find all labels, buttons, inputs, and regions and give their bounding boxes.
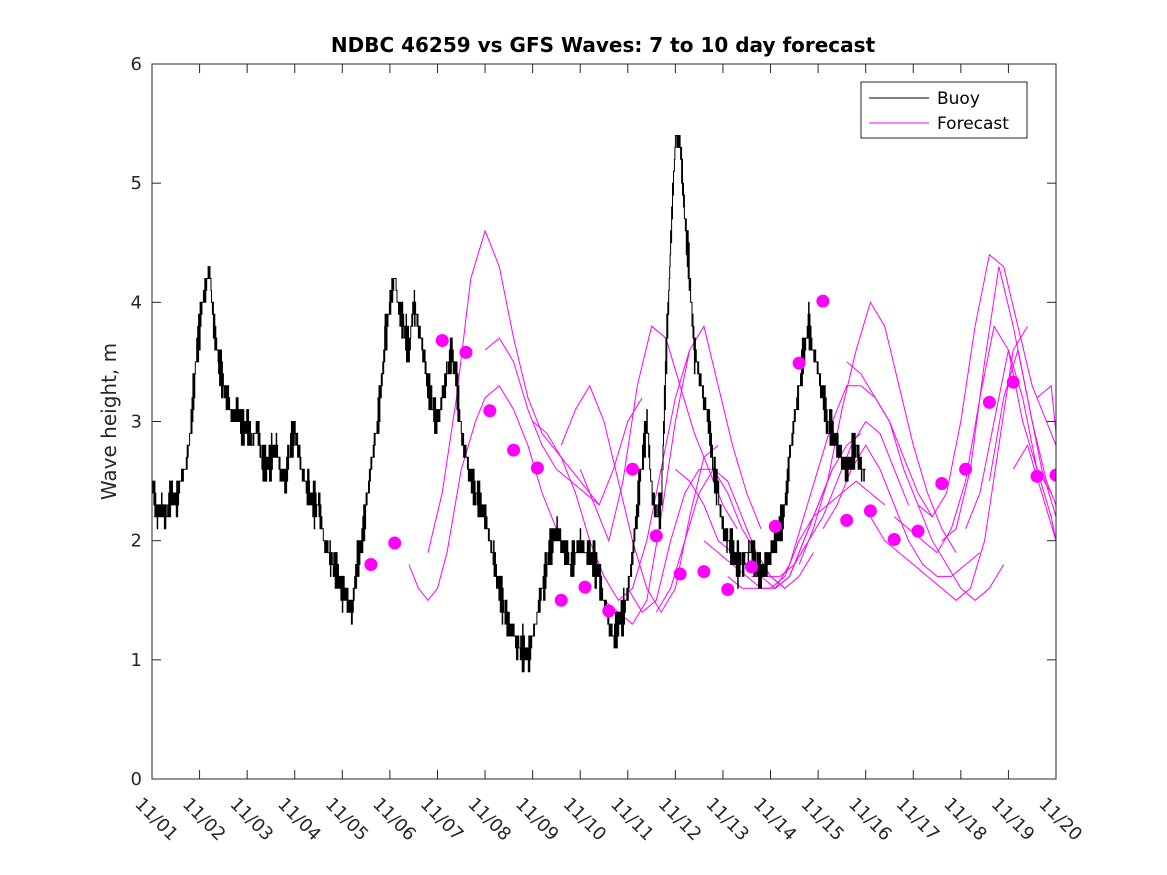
forecast-point [649,529,663,543]
forecast-point [483,404,497,418]
y-tick-label: 2 [131,531,142,552]
legend-box [860,81,1028,139]
forecast-line-25 [1036,384,1056,434]
forecast-point [816,294,830,308]
forecast-line-22 [965,349,1056,541]
forecast-line-3 [484,337,643,506]
y-tick-label: 4 [131,292,142,313]
forecast-point [1049,468,1056,482]
forecast-point [435,334,449,347]
forecast-point [697,565,711,579]
legend-label-buoy: Buoy [937,89,980,109]
forecast-line-13 [751,420,909,577]
forecast-line-5 [560,384,719,614]
y-axis-label: Wave height, m [97,343,121,500]
y-tick-label: 3 [131,412,142,433]
forecast-point [554,593,568,607]
forecast-point [982,395,996,409]
forecast-point [602,604,616,618]
forecast-point [459,345,473,359]
forecast-line-1 [408,385,557,602]
forecast-line-9 [655,468,814,613]
y-tick-label: 0 [131,769,142,790]
forecast-line-2 [427,229,600,553]
forecast-point [792,356,806,370]
forecast-point [530,461,544,475]
forecast-point [626,462,639,476]
forecast-point [863,504,877,518]
forecast-point [840,513,854,527]
buoy-line [152,135,866,673]
forecast-line-6 [579,325,738,543]
y-tick-label: 5 [131,173,142,194]
forecast-point [1006,375,1020,389]
forecast-point [673,567,687,581]
chart-title: NDBC 46259 vs GFS Waves: 7 to 10 day for… [331,33,876,57]
forecast-line-24 [1012,444,1056,541]
forecast-line-20 [917,253,1056,518]
forecast-point [887,533,901,546]
legend: Buoy Forecast [860,81,1028,139]
forecast-point [959,462,973,476]
forecast-line-19 [893,324,1052,554]
forecast-line-23 [988,349,1056,506]
forecast-line-15 [798,301,957,565]
plot-area: 012345611/0111/0211/0311/0411/0511/0611/… [130,54,1086,845]
forecast-point [721,583,735,596]
forecast-line-14 [774,385,933,589]
series-group [152,135,1056,673]
y-tick-label: 1 [131,650,142,671]
forecast-line-18 [869,325,1028,601]
legend-label-forecast: Forecast [937,114,1009,134]
forecast-point [911,524,925,538]
forecast-line-17 [846,361,1005,601]
forecast-point [364,558,378,571]
forecast-point [935,477,949,490]
forecast-point [388,536,402,550]
forecast-point [745,560,758,574]
y-tick-label: 6 [131,54,142,75]
forecast-line-7 [603,324,762,625]
forecast-line-21 [941,266,1056,542]
forecast-point [507,443,521,457]
forecast-line-12 [727,480,886,589]
forecast-point [1030,469,1044,483]
forecast-point [578,580,592,594]
forecast-point [768,519,782,533]
